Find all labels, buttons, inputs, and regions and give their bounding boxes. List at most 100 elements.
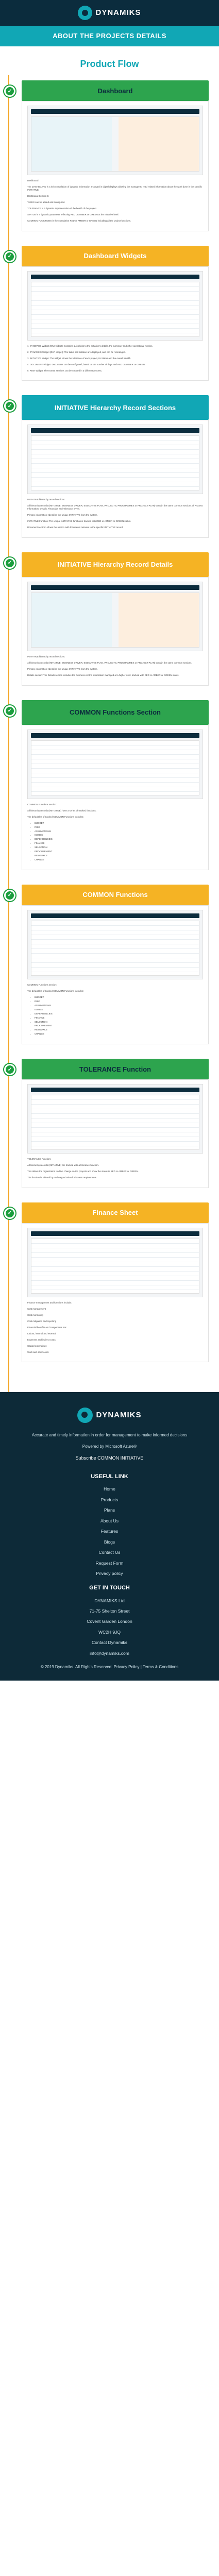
step-paragraph: Cost mitigation and reporting <box>27 1319 57 1323</box>
screenshot-toolbar <box>31 585 199 590</box>
screenshot-toolbar <box>31 913 199 919</box>
step-spacer <box>0 381 219 395</box>
screenshot-content <box>31 921 199 976</box>
step-paragraph: All hierarchy records (INITIATIVE, BUSIN… <box>27 662 192 665</box>
step-paragraph: All hierarchy records (INITIATIVE) have … <box>27 809 96 812</box>
screenshot-content <box>31 1095 199 1150</box>
screenshot-toolbar <box>31 1231 199 1236</box>
step-paragraph: The DASHBOARD is a rich compilation of d… <box>27 185 203 192</box>
footer-link[interactable]: Home <box>104 1486 115 1492</box>
step-marker-icon: ✓ <box>4 557 15 569</box>
footer-link[interactable]: Blogs <box>104 1539 115 1545</box>
footer-link[interactable]: About Us <box>100 1518 119 1523</box>
banner-title: ABOUT THE PROJECTS DETAILS <box>53 32 166 40</box>
step-list-item: SELECTION <box>35 846 203 849</box>
step-spacer <box>0 686 219 700</box>
main-content: Product Flow ✓ Dashboard Dashboard: The DAS… <box>0 46 219 1393</box>
step-title: Dashboard <box>22 80 209 101</box>
top-bar: DYNAMIKS <box>0 0 219 26</box>
step-list-item: ISSUES <box>35 834 203 837</box>
step-paragraph: Cost management <box>27 1307 46 1310</box>
step-spacer <box>0 1188 219 1202</box>
footer-link[interactable]: Request Form <box>95 1560 124 1566</box>
step-list-item: RISK <box>35 1000 203 1003</box>
step-paragraph: TOLERANCE is a dynamic representation of… <box>27 207 97 210</box>
step-body: COMMON Functions section: All hierarchy r… <box>22 724 209 871</box>
step-list-item: RISK <box>35 826 203 829</box>
step-paragraph: INITIATIVE hierarchy record sections: <box>27 498 65 501</box>
step-list-item: DEPENDENCIES <box>35 838 203 841</box>
step-spacer <box>0 231 219 246</box>
timeline-line <box>8 75 9 1393</box>
step-paragraph: COMMON FUNCTIONS is the cumulative RED o… <box>27 219 131 222</box>
step-screenshot-image <box>27 1084 203 1154</box>
step-list: BUDGETRISKASSUMPTIONSISSUESDEPENDENCIESF… <box>35 822 203 861</box>
step-body: Dashboard: The DASHBOARD is a rich compil… <box>22 101 209 231</box>
contact-line: DYNAMIKS Ltd <box>94 1598 125 1603</box>
logo-mark-icon <box>77 1408 93 1423</box>
brand-logo[interactable]: DYNAMIKS <box>78 6 141 20</box>
screenshot-toolbar <box>31 109 199 114</box>
footer-link[interactable]: Features <box>100 1529 119 1534</box>
footer-link[interactable]: Privacy policy <box>96 1571 123 1577</box>
footer-subscribe-link[interactable]: Subscribe COMMON INITIATIVE <box>75 1455 144 1461</box>
step-list-item: ISSUES <box>35 1008 203 1011</box>
flow-step: ✓ COMMON Functions Section COMMON Function… <box>4 700 209 871</box>
site-footer: DYNAMIKS Accurate and timely information… <box>0 1392 219 1681</box>
step-marker-icon: ✓ <box>4 705 15 717</box>
step-spacer <box>0 1362 219 1377</box>
useful-links-heading: USEFUL LINK <box>91 1473 128 1480</box>
step-paragraph: Capital expenditure <box>27 1344 47 1347</box>
screenshot-toolbar <box>31 1088 199 1093</box>
step-screenshot-image <box>27 910 203 980</box>
step-marker-icon: ✓ <box>4 1208 15 1219</box>
step-title: TOLERANCE Function <box>22 1059 209 1080</box>
screenshot-content <box>31 435 199 491</box>
step-paragraph: TASKS can be added and configured. <box>27 201 65 204</box>
step-list-item: ASSUMPTIONS <box>35 830 203 833</box>
flow-step: ✓ Dashboard Widgets 1. SYNOPSIS Widget (DI… <box>4 245 209 381</box>
step-list-item: BUDGET <box>35 996 203 999</box>
footer-logo[interactable]: DYNAMIKS <box>77 1408 141 1423</box>
flow-step: ✓ INITIATIVE Hierarchy Record Sections INI… <box>4 395 209 538</box>
screenshot-toolbar <box>31 428 199 433</box>
contact-heading: GET IN TOUCH <box>89 1584 130 1591</box>
screenshot-toolbar <box>31 274 199 279</box>
step-paragraph: 1. SYNOPSIS Widget (DIVI widget): Contai… <box>27 344 153 347</box>
screenshot-content <box>31 740 199 795</box>
step-paragraph: 3. INITIATIVE Widget: The widget shows t… <box>27 357 131 360</box>
step-paragraph: Cost monitoring <box>27 1313 43 1316</box>
step-body: 1. SYNOPSIS Widget (DIVI widget): Contai… <box>22 266 209 381</box>
contact-line: Contact Dynamiks <box>92 1640 127 1646</box>
step-paragraph: TOLERANCE Function: <box>27 1158 52 1161</box>
footer-link[interactable]: Plans <box>104 1507 115 1513</box>
screenshot-content <box>31 281 199 337</box>
step-list-item: DEPENDENCIES <box>35 1012 203 1015</box>
step-body: INITIATIVE hierarchy record sections: All… <box>22 420 209 538</box>
useful-links-list: Home Products Plans About Us Features Blogs Co… <box>10 1486 209 1577</box>
step-paragraph: Labour, internal and external <box>27 1332 56 1335</box>
step-marker-icon: ✓ <box>4 86 15 97</box>
footer-link[interactable]: Products <box>100 1497 119 1502</box>
step-paragraph: Finance management and functions include… <box>27 1301 72 1304</box>
step-title: INITIATIVE Hierarchy Record Details <box>22 552 209 578</box>
copyright: © 2019 Dynamiks. All Rights Reserved. Pr… <box>40 1665 179 1670</box>
product-flow-timeline: ✓ Dashboard Dashboard: The DASHBOARD is a r… <box>0 75 219 1393</box>
step-body: COMMON Functions section: The default lis… <box>22 905 209 1045</box>
step-spacer <box>0 538 219 552</box>
step-title: COMMON Functions Section <box>22 700 209 725</box>
step-list-item: CHANGE <box>35 1032 203 1036</box>
step-title: Dashboard Widgets <box>22 245 209 266</box>
step-paragraph: STATUS is a dynamic parameter reflecting… <box>27 213 119 216</box>
step-paragraph: COMMON Functions section: <box>27 803 57 806</box>
step-paragraph: 2. DYNAMIKS Widget (DIVI widget): The ta… <box>27 350 126 353</box>
contact-line[interactable]: info@dynamiks.com <box>90 1650 129 1656</box>
step-paragraph: Dashboard: <box>27 179 39 182</box>
step-paragraph: All hierarchy records (INITIATIVE) are t… <box>27 1164 99 1167</box>
step-paragraph: COMMON Functions section: <box>27 984 57 987</box>
step-list-item: RESOURCE <box>35 854 203 857</box>
step-list: BUDGETRISKASSUMPTIONSISSUESDEPENDENCIESF… <box>35 996 203 1036</box>
footer-link[interactable]: Contact Us <box>98 1550 121 1555</box>
step-paragraph: This allows the organization to drive ch… <box>27 1170 139 1173</box>
footer-description: Accurate and timely information in order… <box>31 1433 188 1438</box>
